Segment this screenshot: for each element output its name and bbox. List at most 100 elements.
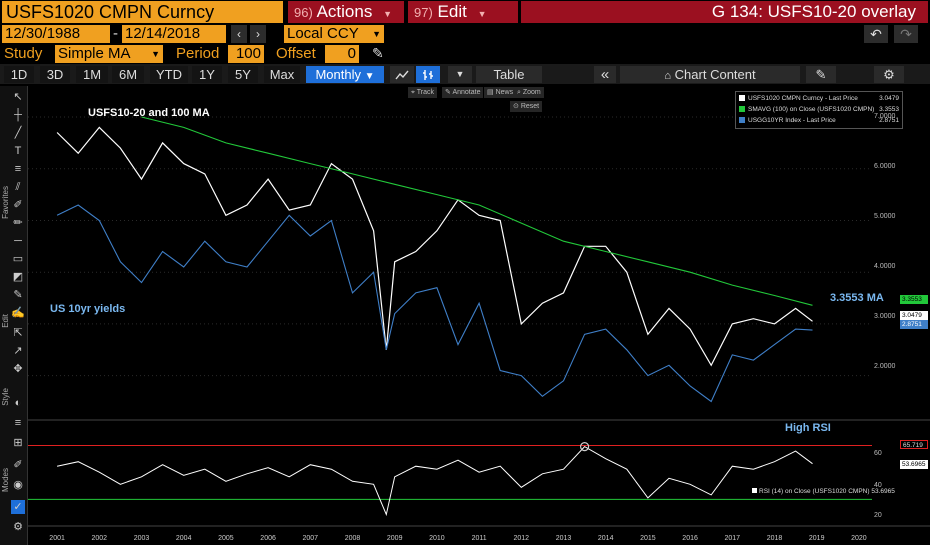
edit-section-label: Edit bbox=[1, 314, 10, 328]
currency-dropdown[interactable]: Local CCY ▼ bbox=[284, 25, 384, 43]
rsi-high-tag: 65.719 bbox=[900, 440, 928, 449]
period-field[interactable]: 100 bbox=[228, 45, 264, 63]
x-tick-label: 2007 bbox=[302, 535, 319, 542]
period-1d-button[interactable]: 1D bbox=[4, 66, 34, 83]
x-tick-label: 2015 bbox=[640, 535, 656, 542]
mode-settings-icon[interactable]: ⚙ bbox=[13, 521, 23, 533]
period-3d-button[interactable]: 3D bbox=[40, 66, 70, 83]
x-tick-label: 2020 bbox=[851, 535, 867, 542]
trendline-icon[interactable]: ╱ bbox=[14, 127, 22, 139]
x-tick-label: 2019 bbox=[808, 535, 825, 542]
start-date-field[interactable]: 12/30/1988 bbox=[2, 25, 110, 43]
bar-chart-icon[interactable] bbox=[416, 66, 440, 83]
period-1m-button[interactable]: 1M bbox=[76, 66, 108, 83]
redo-icon[interactable]: ↷ bbox=[894, 25, 918, 43]
grid-icon[interactable]: ⊞ bbox=[13, 437, 23, 449]
move-icon[interactable]: ✥ bbox=[13, 363, 23, 375]
settings-gear-icon[interactable]: ⚙ bbox=[874, 66, 904, 83]
y-tick-6: 6.0000 bbox=[874, 163, 896, 170]
annotate-button[interactable]: ✎ Annotate bbox=[442, 87, 484, 98]
date-separator: - bbox=[113, 25, 118, 42]
x-tick-label: 2011 bbox=[471, 535, 487, 542]
line-chart-icon[interactable] bbox=[390, 66, 414, 83]
next-range-icon[interactable]: › bbox=[250, 25, 266, 43]
x-tick-label: 2014 bbox=[597, 535, 614, 542]
marker-icon[interactable]: ✍ bbox=[11, 307, 25, 319]
pencil-icon[interactable]: ✎ bbox=[372, 45, 384, 61]
news-button[interactable]: ▤ News bbox=[484, 87, 517, 98]
cursor-arrow-icon[interactable]: ↖ bbox=[13, 91, 23, 103]
eraser-icon[interactable]: ◩ bbox=[12, 271, 24, 283]
channel-icon[interactable]: ⫽ bbox=[15, 181, 21, 193]
pen-tool-icon[interactable]: ✎ bbox=[13, 289, 23, 301]
rsi-legend-swatch bbox=[752, 488, 757, 493]
moving-average-line bbox=[141, 116, 813, 306]
visibility-icon[interactable]: ◉ bbox=[13, 479, 23, 491]
cursor-select-icon[interactable]: ⇱ bbox=[13, 327, 23, 339]
x-tick-label: 2001 bbox=[49, 535, 65, 542]
rsi-legend: RSI (14) on Close (USFS1020 CMPN) 53.696… bbox=[750, 487, 897, 496]
currency-value: Local CCY bbox=[287, 25, 359, 42]
crosshair-icon[interactable]: ┼ bbox=[14, 109, 22, 121]
x-tick-label: 2013 bbox=[555, 535, 572, 542]
collapse-panel-icon[interactable]: « bbox=[594, 66, 616, 83]
frequency-dropdown[interactable]: Monthly ▼ bbox=[306, 66, 384, 83]
table-button[interactable]: Table bbox=[476, 66, 542, 83]
actions-menu-button[interactable]: 96) Actions ▼ bbox=[288, 1, 404, 23]
legend-item-yield: USGG10YR Index - Last Price 2.8751 bbox=[739, 116, 901, 126]
legend-label-price: USFS1020 CMPN Curncy - Last Price bbox=[748, 95, 858, 102]
ruler-icon[interactable]: ▭ bbox=[12, 253, 24, 265]
x-tick-label: 2009 bbox=[386, 535, 403, 542]
x-tick-label: 2010 bbox=[429, 535, 445, 542]
palette-icon[interactable]: ◐ bbox=[14, 397, 22, 409]
y-tick-7: 7.0000 bbox=[874, 113, 896, 120]
legend-label-yield: USGG10YR Index - Last Price bbox=[748, 117, 836, 124]
period-ytd-button[interactable]: YTD bbox=[150, 66, 188, 83]
brush-icon[interactable]: ✏ bbox=[13, 217, 23, 229]
reset-button[interactable]: ⊙ Reset bbox=[510, 101, 543, 112]
period-1y-button[interactable]: 1Y bbox=[192, 66, 222, 83]
zoom-button[interactable]: ⌕ Zoom bbox=[514, 87, 544, 98]
period-max-button[interactable]: Max bbox=[264, 66, 300, 83]
draw-tool-icon[interactable]: ✐ bbox=[13, 199, 23, 211]
track-button[interactable]: ⌖ Track bbox=[408, 87, 438, 98]
chart-content-button[interactable]: ⌂ Chart Content bbox=[620, 66, 800, 83]
study-dropdown[interactable]: Simple MA ▼ bbox=[55, 45, 163, 63]
period-5y-button[interactable]: 5Y bbox=[228, 66, 258, 83]
yield-last-value-tag: 2.8751 bbox=[900, 320, 928, 329]
period-6m-button[interactable]: 6M bbox=[112, 66, 144, 83]
y-tick-4: 4.0000 bbox=[874, 263, 896, 270]
y-tick-3: 3.0000 bbox=[874, 313, 896, 320]
annotate-label: Annotate bbox=[452, 89, 481, 96]
pencil-mode-icon[interactable]: ✐ bbox=[13, 459, 23, 471]
horizontal-line-icon[interactable]: ─ bbox=[14, 235, 22, 247]
end-date-field[interactable]: 12/14/2018 bbox=[122, 25, 226, 43]
fibonacci-icon[interactable]: ≡ bbox=[14, 163, 22, 175]
ticker-field[interactable]: USFS1020 CMPN Curncy bbox=[2, 1, 283, 23]
select-mode-icon[interactable]: ✓ bbox=[11, 500, 25, 514]
x-tick-label: 2012 bbox=[513, 535, 530, 542]
x-tick-label: 2005 bbox=[218, 535, 234, 542]
rsi-line bbox=[56, 445, 813, 517]
x-tick-label: 2004 bbox=[175, 535, 192, 542]
track-label: Track bbox=[416, 89, 435, 96]
chart-area[interactable]: ⌖ Track ✎ Annotate ▤ News ⌕ Zoom ⊙ Reset… bbox=[28, 86, 930, 545]
x-tick-label: 2008 bbox=[344, 535, 361, 542]
chart-type-caret-icon[interactable]: ▼ bbox=[448, 66, 472, 83]
edit-chart-icon[interactable]: ✎ bbox=[806, 66, 836, 83]
edit-menu-button[interactable]: 97) Edit ▼ bbox=[408, 1, 518, 23]
line-style-icon[interactable]: ≡ bbox=[14, 417, 22, 429]
legend-label-ma: SMAVG (100) on Close (USFS1020 CMPN) bbox=[748, 106, 875, 113]
arrow-draw-icon[interactable]: ↗ bbox=[13, 345, 23, 357]
x-tick-label: 2017 bbox=[724, 535, 741, 542]
page-title: G 134: USFS10-20 overlay bbox=[521, 1, 928, 23]
prev-range-icon[interactable]: ‹ bbox=[231, 25, 247, 43]
ma-annotation: 3.3553 MA bbox=[830, 292, 884, 304]
offset-field[interactable]: 0 bbox=[325, 45, 359, 63]
legend-swatch-price bbox=[739, 95, 745, 102]
text-tool-icon[interactable]: T bbox=[14, 145, 22, 157]
main-chart-title: USFS10-20 and 100 MA bbox=[88, 107, 210, 119]
undo-icon[interactable]: ↶ bbox=[864, 25, 888, 43]
us10yr-yield-line bbox=[56, 204, 813, 403]
frequency-caret-icon: ▼ bbox=[364, 71, 375, 82]
